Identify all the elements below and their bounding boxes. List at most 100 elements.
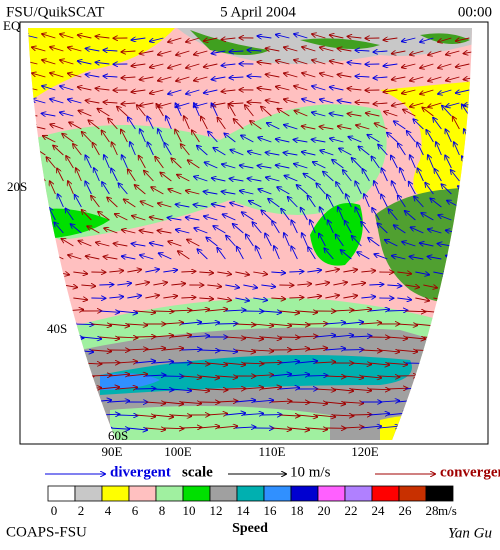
wind-arrow bbox=[355, 50, 370, 51]
wind-arrow bbox=[289, 349, 309, 350]
wind-arrow bbox=[433, 118, 442, 130]
wind-arrow bbox=[87, 226, 100, 234]
wind-arrow bbox=[225, 413, 245, 415]
wind-arrow bbox=[253, 375, 273, 376]
wind-arrow bbox=[284, 73, 298, 78]
wind-arrow bbox=[289, 374, 309, 376]
wind-arrow bbox=[320, 73, 334, 78]
wind-arrow bbox=[76, 168, 82, 182]
wind-arrow bbox=[144, 171, 154, 182]
wind-arrow bbox=[212, 51, 226, 54]
wind-arrow bbox=[199, 350, 219, 351]
wind-arrow bbox=[73, 272, 87, 274]
wind-arrow bbox=[212, 77, 226, 80]
wind-arrow bbox=[207, 414, 227, 415]
wind-arrow bbox=[121, 103, 136, 104]
wind-arrow bbox=[181, 322, 201, 324]
wind-arrow bbox=[405, 414, 425, 415]
wind-arrow bbox=[145, 348, 165, 350]
wind-arrow bbox=[374, 254, 388, 260]
wind-arrow bbox=[277, 187, 290, 195]
wind-arrow bbox=[446, 129, 452, 143]
wind-arrow bbox=[402, 89, 416, 93]
wind-arrow bbox=[148, 142, 154, 156]
wind-arrow bbox=[91, 350, 111, 352]
wind-arrow bbox=[288, 197, 298, 208]
wind-arrow bbox=[145, 402, 165, 403]
wind-arrow bbox=[153, 335, 173, 337]
wind-arrow bbox=[446, 102, 460, 107]
color-swatch bbox=[182, 485, 211, 502]
wind-arrow bbox=[158, 129, 164, 143]
wind-arrow bbox=[109, 324, 129, 326]
wind-arrow bbox=[284, 125, 298, 130]
wind-arrow bbox=[57, 169, 64, 182]
wind-arrow bbox=[237, 247, 244, 260]
wind-arrow bbox=[289, 324, 309, 325]
wind-arrow bbox=[428, 76, 442, 81]
wind-arrow bbox=[62, 134, 74, 143]
color-swatch bbox=[344, 485, 373, 502]
wind-arrow bbox=[258, 166, 272, 168]
wind-arrow bbox=[348, 62, 362, 64]
wind-arrow bbox=[459, 414, 472, 418]
wind-arrow bbox=[258, 88, 272, 90]
wind-arrow bbox=[181, 297, 195, 298]
wind-arrow bbox=[55, 298, 69, 301]
wind-arrow bbox=[159, 253, 172, 260]
wind-arrow bbox=[261, 362, 281, 363]
wind-arrow bbox=[428, 102, 442, 107]
wind-arrow bbox=[109, 271, 123, 272]
wind-arrow bbox=[130, 142, 136, 156]
wind-arrow bbox=[243, 285, 257, 288]
wind-arrow bbox=[45, 285, 59, 288]
wind-arrow bbox=[441, 184, 452, 195]
wind-arrow bbox=[229, 77, 244, 78]
wind-arrow bbox=[217, 298, 231, 300]
wind-arrow bbox=[387, 285, 401, 286]
wind-arrow bbox=[78, 61, 92, 64]
wind-arrow bbox=[78, 35, 92, 38]
wind-arrow bbox=[109, 401, 129, 402]
wind-arrow bbox=[320, 207, 326, 221]
wind-arrow bbox=[230, 150, 244, 156]
wind-arrow bbox=[224, 133, 236, 143]
speed-tick: 4 bbox=[105, 503, 112, 518]
wind-arrow bbox=[104, 155, 110, 169]
wind-arrow bbox=[111, 169, 118, 182]
wind-arrow bbox=[320, 150, 334, 156]
wind-arrow bbox=[333, 282, 347, 285]
wind-arrow bbox=[446, 50, 460, 55]
wind-arrow bbox=[285, 176, 298, 182]
wind-arrow bbox=[364, 194, 370, 208]
speed-tick: 6 bbox=[132, 503, 139, 518]
wind-arrow bbox=[338, 101, 352, 104]
wind-arrow bbox=[258, 36, 272, 38]
wind-arrow bbox=[121, 77, 136, 78]
wind-arrow bbox=[158, 76, 172, 81]
wind-arrow bbox=[194, 228, 208, 234]
wind-arrow bbox=[423, 387, 443, 389]
wind-arrow bbox=[145, 295, 159, 298]
wind-arrow bbox=[361, 350, 381, 351]
wind-arrow bbox=[186, 37, 200, 42]
wind-arrow bbox=[135, 337, 155, 338]
wind-arrow bbox=[117, 311, 137, 313]
wind-arrow bbox=[355, 76, 370, 77]
wind-arrow bbox=[266, 152, 280, 155]
wind-arrow bbox=[307, 348, 327, 350]
wind-arrow bbox=[362, 169, 370, 182]
wind-arrow bbox=[338, 49, 352, 52]
wind-arrow bbox=[145, 428, 165, 430]
wind-arrow bbox=[171, 310, 191, 311]
wind-arrow bbox=[375, 123, 388, 130]
wind-arrow bbox=[382, 168, 388, 182]
wind-arrow bbox=[163, 428, 183, 429]
wind-arrow bbox=[32, 73, 46, 78]
wind-arrow bbox=[394, 121, 406, 130]
wind-arrow bbox=[320, 127, 334, 129]
wind-arrow bbox=[325, 348, 345, 350]
wind-arrow bbox=[315, 362, 335, 363]
